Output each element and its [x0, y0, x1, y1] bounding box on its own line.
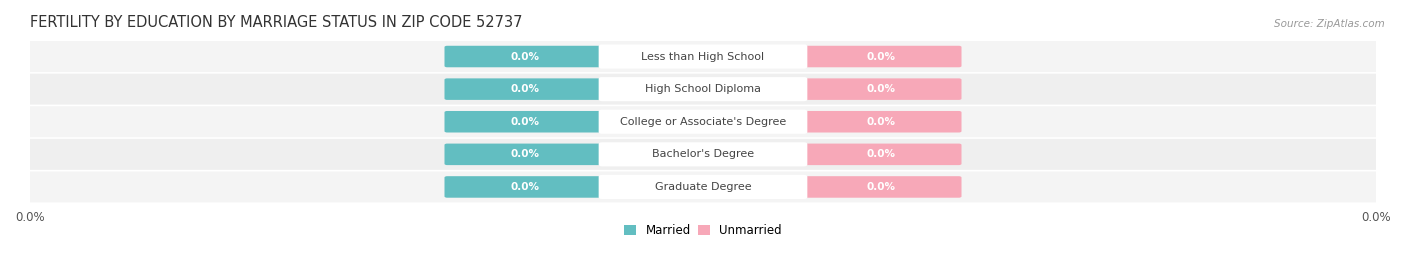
Legend: Married, Unmarried: Married, Unmarried [620, 220, 786, 240]
Text: Bachelor's Degree: Bachelor's Degree [652, 149, 754, 159]
FancyBboxPatch shape [27, 41, 1379, 72]
FancyBboxPatch shape [599, 110, 807, 134]
FancyBboxPatch shape [801, 78, 962, 100]
FancyBboxPatch shape [444, 78, 605, 100]
FancyBboxPatch shape [599, 142, 807, 166]
Text: 0.0%: 0.0% [868, 84, 896, 94]
FancyBboxPatch shape [27, 74, 1379, 105]
Text: FERTILITY BY EDUCATION BY MARRIAGE STATUS IN ZIP CODE 52737: FERTILITY BY EDUCATION BY MARRIAGE STATU… [30, 15, 522, 30]
Text: College or Associate's Degree: College or Associate's Degree [620, 117, 786, 127]
FancyBboxPatch shape [27, 106, 1379, 137]
FancyBboxPatch shape [444, 46, 605, 67]
Text: High School Diploma: High School Diploma [645, 84, 761, 94]
FancyBboxPatch shape [801, 46, 962, 67]
Text: 0.0%: 0.0% [510, 182, 538, 192]
Text: 0.0%: 0.0% [868, 149, 896, 159]
Text: 0.0%: 0.0% [510, 84, 538, 94]
FancyBboxPatch shape [444, 111, 605, 132]
Text: Source: ZipAtlas.com: Source: ZipAtlas.com [1274, 19, 1385, 29]
Text: Less than High School: Less than High School [641, 51, 765, 62]
Text: 0.0%: 0.0% [868, 51, 896, 62]
Text: 0.0%: 0.0% [510, 51, 538, 62]
Text: 0.0%: 0.0% [510, 117, 538, 127]
FancyBboxPatch shape [27, 172, 1379, 202]
Text: 0.0%: 0.0% [510, 149, 538, 159]
Text: 0.0%: 0.0% [868, 182, 896, 192]
FancyBboxPatch shape [444, 144, 605, 165]
FancyBboxPatch shape [801, 176, 962, 198]
FancyBboxPatch shape [599, 175, 807, 199]
FancyBboxPatch shape [444, 176, 605, 198]
FancyBboxPatch shape [801, 144, 962, 165]
FancyBboxPatch shape [801, 111, 962, 132]
Text: Graduate Degree: Graduate Degree [655, 182, 751, 192]
FancyBboxPatch shape [599, 77, 807, 101]
FancyBboxPatch shape [599, 44, 807, 69]
FancyBboxPatch shape [27, 139, 1379, 170]
Text: 0.0%: 0.0% [868, 117, 896, 127]
